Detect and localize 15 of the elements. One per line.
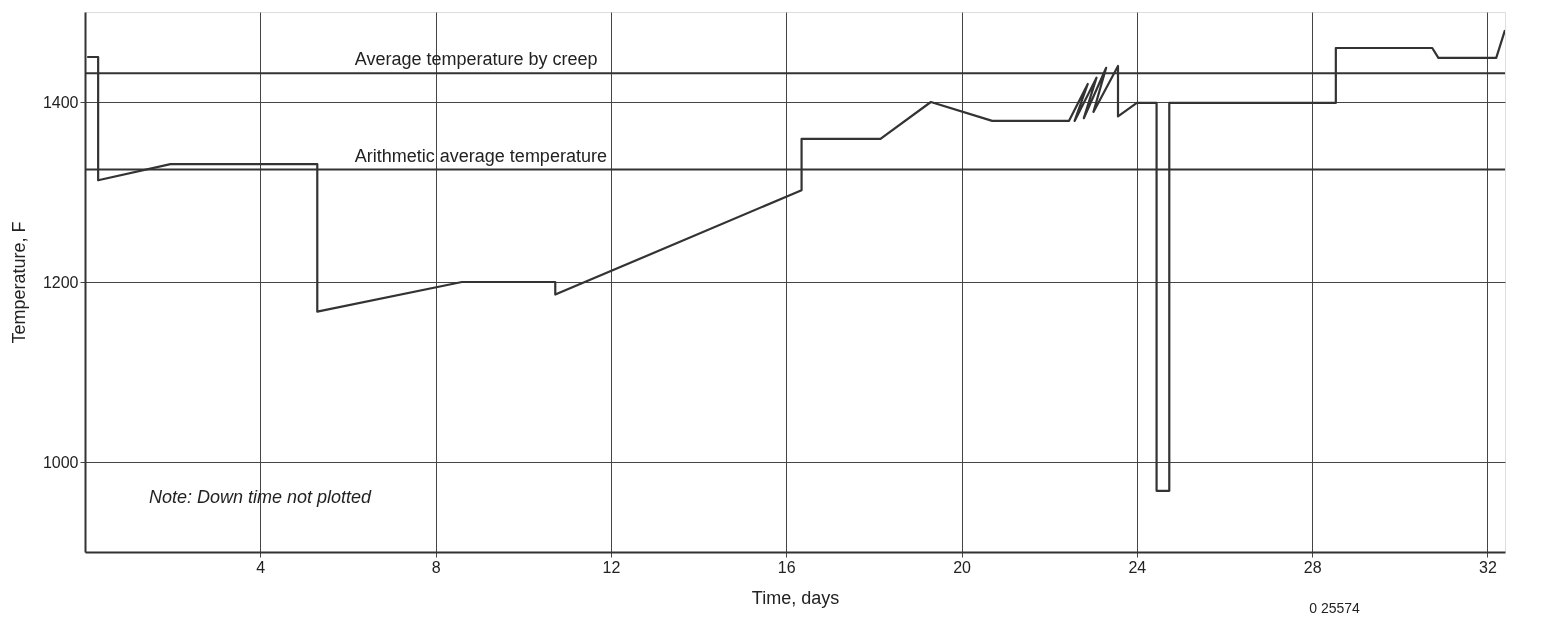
text: 0 25574	[1309, 600, 1361, 616]
x-tick-label: 16	[777, 558, 796, 576]
ref-line-label: Arithmetic average temperature	[354, 145, 607, 166]
x-tick-label: 28	[1303, 558, 1322, 576]
x-axis-title: Time, days	[751, 587, 840, 608]
x-tick-label: 20	[953, 558, 972, 576]
y-tick-label: 1200	[42, 273, 79, 291]
y-tick-label: 1400	[42, 93, 79, 111]
x-tick-label: 8	[431, 558, 441, 576]
y-tick-label: 1000	[42, 453, 79, 471]
x-tick-label: 4	[256, 558, 266, 576]
x-tick-label: 24	[1128, 558, 1147, 576]
x-tick-label: 32	[1479, 558, 1497, 576]
y-axis-title: Temperature, F	[8, 221, 29, 344]
x-tick-label: 12	[602, 558, 621, 576]
